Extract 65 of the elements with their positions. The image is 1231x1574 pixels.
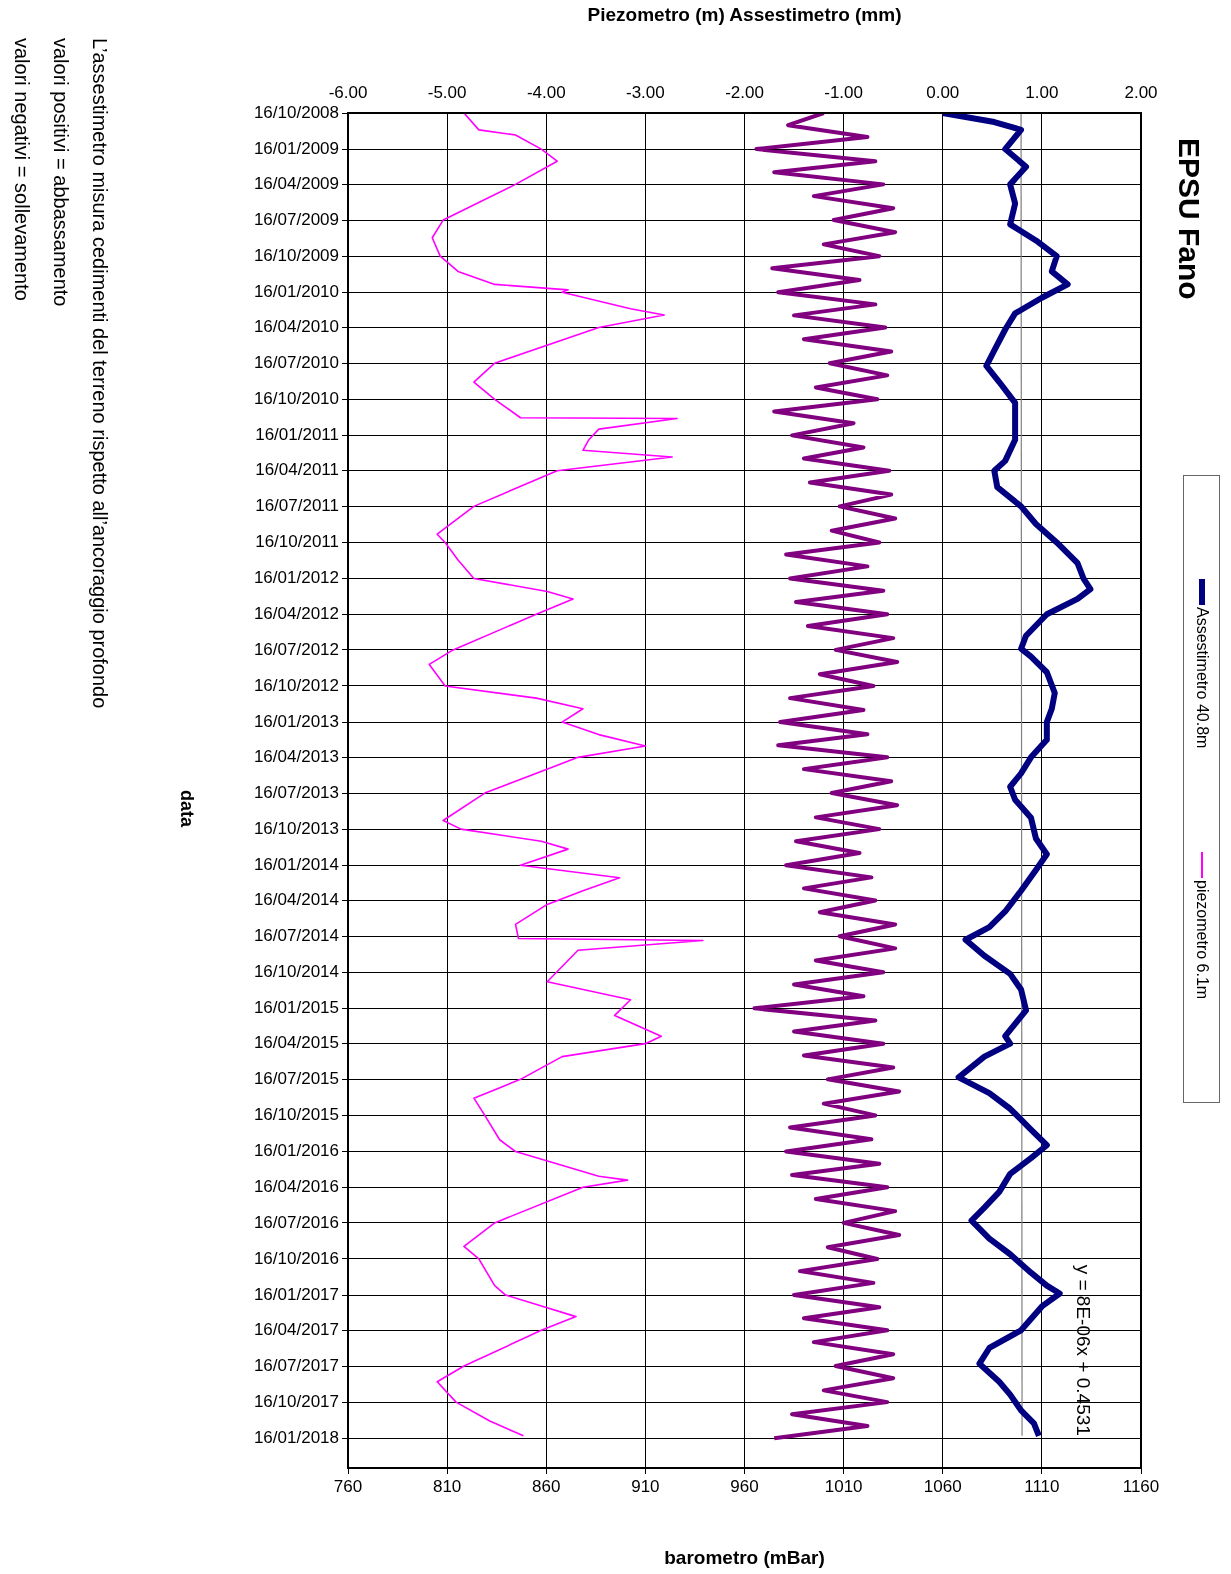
x-tick-label: 760	[333, 1476, 363, 1496]
y-tick-label: 16/10/2012	[253, 675, 339, 695]
y-tick-label: 16/01/2011	[255, 425, 339, 445]
y-tick-label: 16/07/2012	[253, 639, 339, 659]
y-tick-label: 16/07/2011	[255, 496, 339, 516]
y-tick-label: 16/10/2014	[253, 961, 339, 981]
text: EPSU Fano	[1172, 138, 1206, 300]
x-tick-label: 1160	[1122, 1476, 1160, 1496]
y-tick-label: 16/07/2013	[253, 782, 339, 802]
y-tick-label: 16/01/2009	[253, 138, 339, 158]
y-tick-label: 16/07/2016	[253, 1212, 339, 1232]
y-tick-label: 16/04/2013	[253, 747, 339, 767]
text: valori positivi = abbassamento	[49, 38, 73, 309]
x-tick-label: 810	[432, 1476, 462, 1496]
y-tick-label: 16/04/2016	[253, 1176, 339, 1196]
x2-tick-label: -4.00	[526, 83, 566, 103]
y-tick-label: 16/10/2009	[253, 245, 339, 265]
y-tick-label: 16/04/2011	[255, 460, 339, 480]
y-tick-label: 16/10/2015	[253, 1105, 339, 1125]
x2-tick-label: -6.00	[328, 83, 368, 103]
y-tick-label: 16/01/2012	[253, 568, 339, 588]
y-tick-label: 16/10/2008	[253, 102, 339, 122]
y-tick-label: 16/10/2013	[253, 818, 339, 838]
x2-tick-label: -1.00	[824, 83, 863, 103]
y-tick-label: 16/07/2015	[253, 1069, 339, 1089]
y-tick-label: 16/07/2010	[253, 352, 339, 372]
legend-label: Assestimetro 40.8m	[1192, 607, 1211, 749]
y-tick-label: 16/04/2009	[253, 174, 339, 194]
x2-axis-title: Piezometro (m) Assestimetro (mm)	[587, 3, 902, 25]
y-tick-label: 16/07/2014	[253, 925, 339, 945]
x-axis-title: barometro (mBar)	[664, 1546, 825, 1568]
y-tick-label: 16/01/2013	[253, 711, 339, 731]
x2-tick-label: -2.00	[725, 83, 764, 103]
y-tick-label: 16/10/2010	[253, 388, 339, 408]
y-tick-label: 16/10/2016	[253, 1248, 339, 1268]
y-tick-label: 16/01/2014	[253, 854, 339, 874]
x2-tick-label: -3.00	[626, 83, 665, 103]
text: valori negativi = sollevamento	[10, 38, 34, 303]
y-tick-label: 16/04/2012	[253, 603, 339, 623]
x-tick-label: 1060	[923, 1476, 962, 1496]
y-tick-label: 16/01/2015	[253, 998, 339, 1018]
y-tick-label: 16/04/2014	[253, 890, 339, 910]
y-tick-label: 16/01/2017	[253, 1284, 339, 1304]
y-tick-label: 16/04/2017	[253, 1320, 339, 1340]
x-tick-label: 1110	[1024, 1476, 1060, 1496]
x2-tick-label: -5.00	[427, 83, 467, 103]
x-tick-label: 960	[730, 1476, 759, 1496]
y-tick-label: 16/01/2016	[253, 1141, 339, 1161]
x-tick-label: 860	[532, 1476, 561, 1496]
x-tick-label: 910	[631, 1476, 660, 1496]
y-tick-label: 16/07/2017	[253, 1355, 339, 1375]
x2-tick-label: 0.00	[926, 83, 960, 103]
y-tick-label: 16/01/2018	[253, 1427, 339, 1447]
y-tick-label: 16/10/2017	[253, 1391, 339, 1411]
y-tick-label: 16/10/2011	[255, 532, 339, 552]
y-tick-label: 16/04/2015	[253, 1033, 339, 1053]
y-axis-title: data	[176, 790, 197, 828]
x2-tick-label: 1.00	[1025, 83, 1059, 103]
y-tick-label: 16/01/2010	[253, 281, 339, 301]
x-tick-label: 1010	[824, 1476, 863, 1496]
y-tick-label: 16/04/2010	[253, 317, 339, 337]
x2-tick-label: 2.00	[1124, 83, 1158, 103]
text: L’assestimetro misura cedimenti del terreno rispetto all’ancoraggio profondo	[88, 38, 112, 709]
y-tick-label: 16/07/2009	[253, 209, 339, 229]
legend-label: piezometro 6.1m	[1192, 879, 1211, 999]
